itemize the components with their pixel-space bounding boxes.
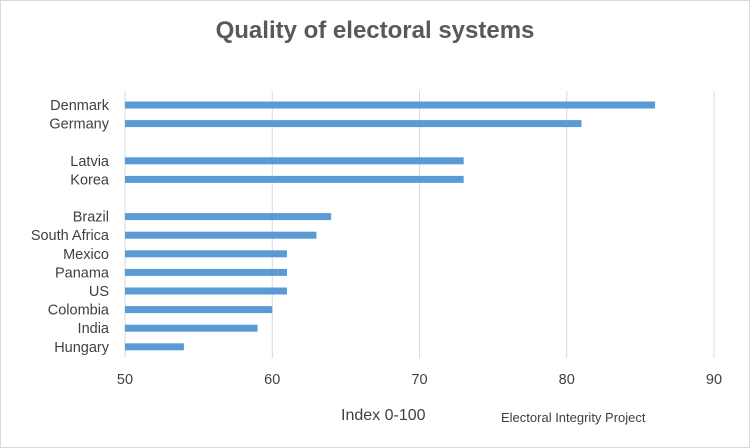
bar-india xyxy=(125,324,258,332)
category-label-panama: Panama xyxy=(55,265,110,281)
x-axis-label: Index 0-100 xyxy=(341,407,426,424)
bar-mexico xyxy=(125,250,287,258)
bar-denmark xyxy=(125,101,656,109)
x-tick-label-70: 70 xyxy=(411,372,427,388)
category-label-mexico: Mexico xyxy=(63,247,109,263)
bar-panama xyxy=(125,268,287,276)
bar-brazil xyxy=(125,213,332,221)
category-label-india: India xyxy=(78,321,110,337)
category-label-us: US xyxy=(89,284,109,300)
category-label-korea: Korea xyxy=(70,172,110,188)
category-label-denmark: Denmark xyxy=(50,98,110,114)
x-tick-label-80: 80 xyxy=(559,372,575,388)
x-tick-label-60: 60 xyxy=(264,372,280,388)
bar-south-africa xyxy=(125,231,317,239)
bar-korea xyxy=(125,175,464,183)
bar-us xyxy=(125,287,287,295)
x-tick-label-50: 50 xyxy=(117,372,133,388)
source-note: Electoral Integrity Project xyxy=(501,410,646,425)
bar-hungary xyxy=(125,343,184,351)
chart-title: Quality of electoral systems xyxy=(215,17,535,44)
category-label-hungary: Hungary xyxy=(54,340,110,356)
category-label-germany: Germany xyxy=(49,117,109,133)
category-label-colombia: Colombia xyxy=(48,303,110,319)
category-label-south-africa: South Africa xyxy=(31,228,110,244)
bar-germany xyxy=(125,120,582,128)
x-tick-label-90: 90 xyxy=(706,372,722,388)
bar-latvia xyxy=(125,157,464,165)
category-label-latvia: Latvia xyxy=(70,154,110,170)
category-label-brazil: Brazil xyxy=(73,210,109,226)
bar-colombia xyxy=(125,306,273,314)
